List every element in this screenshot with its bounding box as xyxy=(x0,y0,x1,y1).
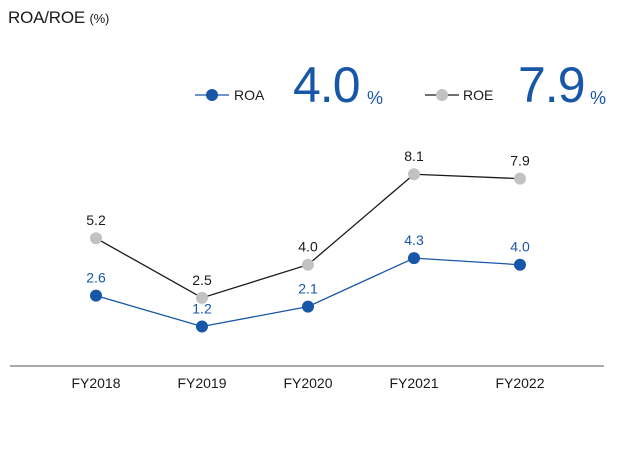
roe-data-label-fy2021: 8.1 xyxy=(404,148,424,164)
x-tick-label-fy2018: FY2018 xyxy=(71,375,120,391)
legend-roa-marker xyxy=(206,89,218,101)
roe-data-label-fy2022: 7.9 xyxy=(510,153,530,169)
roe-point-fy2021 xyxy=(408,168,420,181)
roa-point-fy2019 xyxy=(196,320,208,333)
chart-title-unit: (%) xyxy=(89,11,110,26)
x-tick-label-fy2021: FY2021 xyxy=(389,375,438,391)
roa-data-label-fy2021: 4.3 xyxy=(404,232,424,248)
legend-roe-label: ROE xyxy=(463,87,494,103)
roe-data-label-fy2019: 2.5 xyxy=(192,272,212,288)
roe-point-fy2019 xyxy=(196,291,208,304)
roa-point-fy2018 xyxy=(90,289,102,302)
roe-data-label-fy2018: 5.2 xyxy=(86,212,106,228)
roa-data-label-fy2019: 1.2 xyxy=(192,301,212,317)
roa-headline-unit: % xyxy=(367,88,384,108)
roe-point-fy2022 xyxy=(514,172,526,185)
roa-point-fy2021 xyxy=(408,252,420,265)
x-tick-label-fy2019: FY2019 xyxy=(177,375,226,391)
roe-point-fy2020 xyxy=(302,258,314,271)
roe-headline-unit: % xyxy=(590,88,607,108)
roa-data-label-fy2022: 4.0 xyxy=(510,239,530,255)
roe-headline-value: 7.9 xyxy=(518,57,586,113)
x-tick-label-fy2020: FY2020 xyxy=(283,375,332,391)
roa-data-label-fy2020: 2.1 xyxy=(298,281,318,297)
legend-roe-marker xyxy=(436,89,448,101)
x-tick-label-fy2022: FY2022 xyxy=(495,375,544,391)
roa-point-fy2020 xyxy=(302,300,314,313)
chart-legend: ROA 4.0 % ROE 7.9 % xyxy=(0,58,640,118)
roe-series-line xyxy=(95,173,521,299)
chart-title: ROA/ROE (%) xyxy=(8,8,109,28)
chart-title-text: ROA/ROE xyxy=(8,8,86,27)
roe-data-label-fy2020: 4.0 xyxy=(298,239,318,255)
legend-roa-swatch xyxy=(195,89,229,101)
legend-roa-label: ROA xyxy=(234,87,265,103)
roa-data-label-fy2018: 2.6 xyxy=(86,270,106,286)
legend-roe-swatch xyxy=(425,89,459,101)
roa-headline-value: 4.0 xyxy=(293,57,361,113)
roe-point-fy2018 xyxy=(90,232,102,245)
roa-point-fy2022 xyxy=(514,258,526,271)
